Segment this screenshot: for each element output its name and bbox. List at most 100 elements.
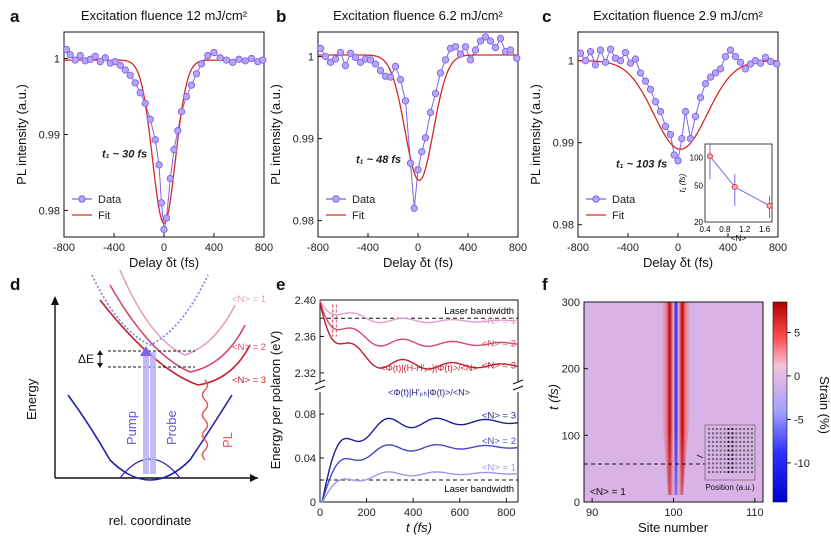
panel-e-x-label: t (fs) (406, 520, 432, 535)
inset-lattice-site (739, 462, 742, 465)
inset-lattice-site (715, 428, 718, 430)
inset-lattice-site (731, 462, 734, 465)
panel-a-data-point (116, 61, 124, 70)
lower-bandwidth-label: Laser bandwidth (444, 484, 514, 495)
panel-c-data-point (626, 59, 635, 67)
axis-break-mark (314, 385, 326, 391)
heatmap-inset-grid (708, 428, 753, 473)
panel-b-legend-data-label: Data (352, 194, 376, 206)
diagram-label-n2: <N> = 2 (232, 342, 266, 353)
inset-lattice-site (747, 436, 749, 439)
inset-lattice-site (727, 440, 730, 443)
panel-b-data-point (436, 69, 445, 77)
panel-a-data-point (192, 70, 201, 78)
panel-c-x-tick-label: 800 (769, 242, 787, 254)
inset-lattice-site (750, 458, 753, 461)
panel-a-legend-data-label: Data (98, 194, 122, 206)
panel-a-x-tick-label: -800 (53, 242, 75, 254)
panel-a-data-point (216, 54, 224, 62)
inset-lattice-site (743, 458, 746, 461)
panel-b-data-point (321, 52, 330, 61)
inset-lattice-site (723, 466, 726, 469)
diagram-label-n3: <N> = 3 (232, 375, 266, 386)
inset-lattice-site (708, 445, 710, 448)
panel-a-data-point (111, 57, 119, 66)
inset-lattice-site (743, 436, 746, 439)
panel-a-legend-data-marker (78, 195, 86, 203)
inset-lattice-site (739, 449, 742, 452)
panel-c-data-point (576, 49, 585, 57)
rel-coordinate-label: rel. coordinate (109, 513, 191, 528)
inset-x-tick-label: 1.2 (739, 225, 751, 234)
panel-b-data-point (491, 43, 500, 52)
inset-data-point (706, 153, 713, 160)
panel-b-data-point (414, 166, 422, 174)
excited-state-parabola-dotted (91, 274, 209, 346)
panel-a-data-point (177, 108, 186, 116)
panel-c-data-point (631, 55, 640, 63)
inset-lattice-site (727, 428, 730, 430)
panel-a-data-point (170, 146, 178, 154)
panel-a-chart: Excitation fluence 12 mJ/cm² -800 -400 0 400… (14, 8, 273, 270)
inset-lattice-site (743, 449, 746, 452)
inset-lattice-site (747, 466, 749, 469)
panel-b-data-point (396, 75, 405, 84)
delta-e-up-arrow-icon (97, 350, 103, 355)
inset-lattice-site (750, 466, 753, 469)
upper-bandwidth-label: Laser bandwidth (444, 306, 514, 317)
inset-lattice-site (708, 440, 710, 443)
panel-b-data-point (341, 61, 350, 70)
heatmap-inset-label: Position (a.u.) (705, 483, 755, 492)
inset-lattice-site (711, 471, 714, 473)
inset-lattice-site (731, 453, 734, 456)
inset-y-tick-label: 20 (694, 218, 703, 227)
upper-series-label-n3: <N> = 3 (482, 361, 516, 372)
panel-b-x-label: Delay δt (fs) (383, 255, 453, 270)
inset-lattice-site (735, 466, 738, 469)
delta-e-label: ΔE (78, 352, 94, 366)
inset-lattice-site (719, 436, 722, 439)
panel-c-x-tick-label: 400 (719, 242, 737, 254)
lower-series-label-1: <N> = 1 (482, 462, 516, 473)
heatmap-n-label: <N> = 1 (590, 487, 626, 498)
inset-lattice-site (719, 462, 722, 465)
inset-lattice-site (747, 462, 749, 465)
heatmap-y-tick-label: 300 (562, 297, 580, 309)
panel-a-data-point (76, 51, 84, 60)
inset-lattice-site (723, 445, 726, 448)
panel-c-data-point (691, 112, 700, 121)
polaron-curve-n3 (99, 299, 251, 386)
panel-b-data-point (451, 43, 460, 51)
panel-b-data-point (410, 204, 418, 212)
panel-b-y-tick-label: 0.99 (293, 134, 314, 146)
panel-c-data-point (586, 48, 595, 56)
inset-lattice-site (731, 471, 734, 473)
panel-b-data-point (506, 46, 515, 54)
panel-e-x-tick-label: 200 (357, 507, 375, 519)
inset-lattice-site (735, 440, 738, 443)
panel-e-chart: 0 200 400 600 800 2.32 2.36 2.40 0 0.04 0.08 t (fs)… (268, 295, 524, 535)
ground-state-parabola (67, 394, 233, 481)
heatmap-fade-overlay (650, 430, 702, 495)
inset-frame (704, 143, 773, 223)
inset-lattice-site (727, 471, 730, 473)
inset-lattice-site (743, 428, 746, 430)
panel-a-data-point (157, 199, 166, 207)
inset-lattice-site (750, 471, 753, 473)
panel-a-data-point (210, 48, 218, 57)
panel-b-data-point (441, 56, 450, 64)
panel-c-data-point (581, 57, 590, 65)
panel-b-data-point (481, 33, 490, 41)
polaron-curve-n1 (119, 269, 236, 356)
inset-lattice-site (731, 436, 734, 439)
panel-b-data-point (366, 56, 375, 64)
inset-lattice-site (743, 466, 746, 469)
axis-break-mark (512, 379, 524, 385)
panel-a-fit-curve (64, 59, 264, 225)
panel-b-tau-annotation: t₁ ~ 48 fs (356, 154, 401, 166)
heatmap-inset-pointer (696, 454, 704, 459)
panel-b-x-tick-label: -800 (307, 242, 329, 254)
panel-e-y-label: Energy per polaron (eV) (268, 331, 283, 470)
panel-b-data-point (331, 55, 340, 63)
panel-b-y-tick-label: 1 (308, 52, 314, 64)
